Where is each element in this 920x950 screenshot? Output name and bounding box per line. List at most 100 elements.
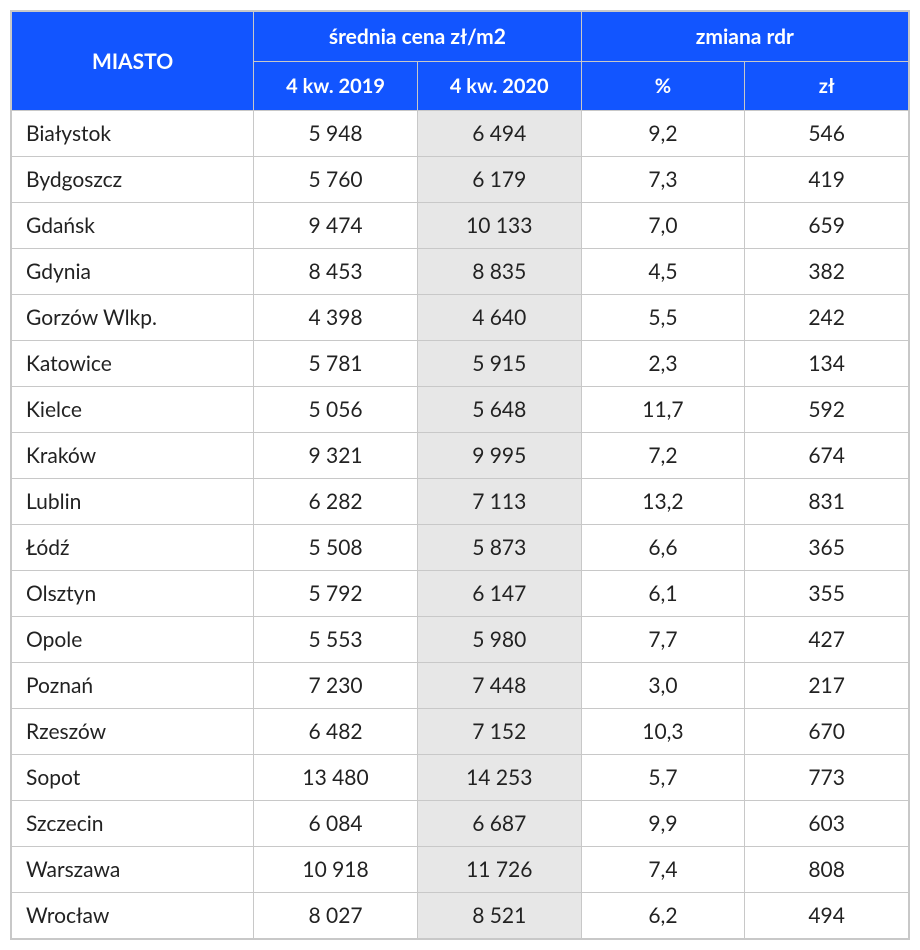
cell-city: Łódź	[12, 525, 254, 571]
cell-q2019: 5 792	[254, 571, 418, 617]
cell-q2020: 6 179	[417, 157, 581, 203]
cell-percent: 6,6	[581, 525, 745, 571]
header-city: MIASTO	[12, 12, 254, 111]
cell-city: Opole	[12, 617, 254, 663]
cell-percent: 7,4	[581, 847, 745, 893]
cell-q2020: 4 640	[417, 295, 581, 341]
cell-q2020: 5 873	[417, 525, 581, 571]
cell-q2019: 8 453	[254, 249, 418, 295]
cell-city: Gdynia	[12, 249, 254, 295]
cell-zl: 592	[745, 387, 909, 433]
cell-zl: 670	[745, 709, 909, 755]
cell-q2019: 13 480	[254, 755, 418, 801]
cell-zl: 242	[745, 295, 909, 341]
cell-q2020: 10 133	[417, 203, 581, 249]
cell-q2019: 5 760	[254, 157, 418, 203]
cell-q2020: 5 648	[417, 387, 581, 433]
cell-percent: 2,3	[581, 341, 745, 387]
cell-city: Rzeszów	[12, 709, 254, 755]
table-row: Rzeszów6 4827 15210,3670	[12, 709, 909, 755]
cell-percent: 13,2	[581, 479, 745, 525]
cell-q2020: 8 835	[417, 249, 581, 295]
cell-q2019: 6 282	[254, 479, 418, 525]
cell-q2019: 9 321	[254, 433, 418, 479]
cell-zl: 808	[745, 847, 909, 893]
cell-q2019: 7 230	[254, 663, 418, 709]
table-row: Katowice5 7815 9152,3134	[12, 341, 909, 387]
cell-percent: 5,5	[581, 295, 745, 341]
header-group-avg-price: średnia cena zł/m2	[254, 12, 581, 62]
cell-q2020: 5 915	[417, 341, 581, 387]
cell-zl: 674	[745, 433, 909, 479]
table-row: Szczecin6 0846 6879,9603	[12, 801, 909, 847]
table-row: Lublin6 2827 11313,2831	[12, 479, 909, 525]
table-header: MIASTO średnia cena zł/m2 zmiana rdr 4 k…	[12, 12, 909, 111]
header-sub-2019: 4 kw. 2019	[254, 62, 418, 111]
cell-q2020: 14 253	[417, 755, 581, 801]
cell-q2019: 5 553	[254, 617, 418, 663]
cell-q2020: 11 726	[417, 847, 581, 893]
cell-city: Poznań	[12, 663, 254, 709]
cell-zl: 831	[745, 479, 909, 525]
table-row: Białystok5 9486 4949,2546	[12, 111, 909, 157]
cell-city: Białystok	[12, 111, 254, 157]
cell-zl: 494	[745, 893, 909, 939]
table-row: Opole5 5535 9807,7427	[12, 617, 909, 663]
cell-q2020: 9 995	[417, 433, 581, 479]
cell-city: Olsztyn	[12, 571, 254, 617]
price-table-container: MIASTO średnia cena zł/m2 zmiana rdr 4 k…	[10, 10, 910, 940]
cell-q2020: 6 147	[417, 571, 581, 617]
cell-city: Katowice	[12, 341, 254, 387]
cell-q2019: 10 918	[254, 847, 418, 893]
header-group-change: zmiana rdr	[581, 12, 908, 62]
cell-q2019: 6 084	[254, 801, 418, 847]
cell-q2020: 7 152	[417, 709, 581, 755]
table-row: Sopot13 48014 2535,7773	[12, 755, 909, 801]
cell-percent: 9,9	[581, 801, 745, 847]
table-row: Poznań7 2307 4483,0217	[12, 663, 909, 709]
table-row: Gdynia8 4538 8354,5382	[12, 249, 909, 295]
table-row: Bydgoszcz5 7606 1797,3419	[12, 157, 909, 203]
table-row: Olsztyn5 7926 1476,1355	[12, 571, 909, 617]
cell-q2019: 5 508	[254, 525, 418, 571]
cell-city: Kielce	[12, 387, 254, 433]
cell-q2019: 8 027	[254, 893, 418, 939]
cell-percent: 4,5	[581, 249, 745, 295]
cell-zl: 419	[745, 157, 909, 203]
cell-q2020: 5 980	[417, 617, 581, 663]
cell-q2019: 9 474	[254, 203, 418, 249]
cell-percent: 9,2	[581, 111, 745, 157]
cell-zl: 355	[745, 571, 909, 617]
cell-percent: 11,7	[581, 387, 745, 433]
cell-zl: 134	[745, 341, 909, 387]
cell-q2020: 6 687	[417, 801, 581, 847]
cell-city: Warszawa	[12, 847, 254, 893]
cell-q2019: 5 056	[254, 387, 418, 433]
cell-q2019: 6 482	[254, 709, 418, 755]
header-sub-percent: %	[581, 62, 745, 111]
table-row: Gdańsk9 47410 1337,0659	[12, 203, 909, 249]
header-sub-2020: 4 kw. 2020	[417, 62, 581, 111]
cell-q2020: 8 521	[417, 893, 581, 939]
cell-city: Lublin	[12, 479, 254, 525]
cell-zl: 427	[745, 617, 909, 663]
cell-percent: 10,3	[581, 709, 745, 755]
table-row: Kielce5 0565 64811,7592	[12, 387, 909, 433]
cell-q2020: 7 448	[417, 663, 581, 709]
cell-percent: 7,0	[581, 203, 745, 249]
cell-city: Kraków	[12, 433, 254, 479]
cell-zl: 365	[745, 525, 909, 571]
cell-zl: 773	[745, 755, 909, 801]
cell-percent: 6,2	[581, 893, 745, 939]
cell-percent: 5,7	[581, 755, 745, 801]
cell-percent: 7,7	[581, 617, 745, 663]
cell-zl: 217	[745, 663, 909, 709]
cell-percent: 6,1	[581, 571, 745, 617]
cell-city: Bydgoszcz	[12, 157, 254, 203]
cell-percent: 3,0	[581, 663, 745, 709]
cell-city: Gdańsk	[12, 203, 254, 249]
cell-percent: 7,3	[581, 157, 745, 203]
cell-q2020: 7 113	[417, 479, 581, 525]
price-table: MIASTO średnia cena zł/m2 zmiana rdr 4 k…	[11, 11, 909, 939]
table-row: Kraków9 3219 9957,2674	[12, 433, 909, 479]
